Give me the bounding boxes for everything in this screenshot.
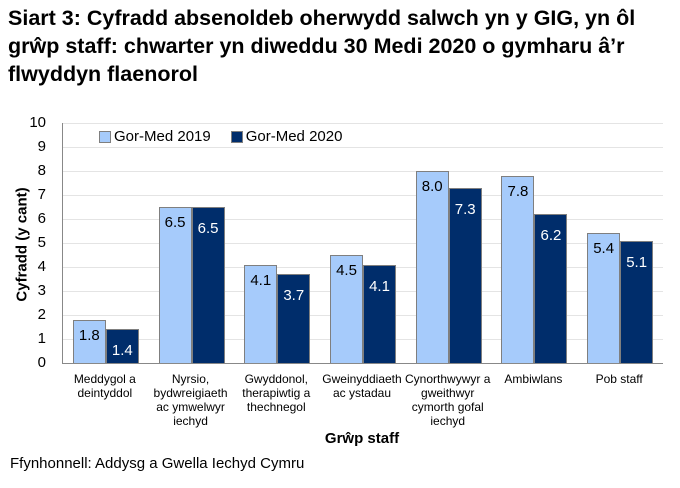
bar-value-label: 8.0: [421, 178, 443, 195]
bar-2019: 4.1: [244, 264, 278, 363]
y-tick-label: 0: [37, 354, 46, 371]
chart-title: Siart 3: Cyfradd absenoldeb oherwydd sal…: [8, 6, 636, 86]
y-tick-label: 6: [37, 210, 46, 227]
legend-item-2019: Gor-Med 2019: [99, 128, 211, 145]
y-tick-label: 9: [37, 138, 46, 155]
bar-value-label: 6.5: [164, 214, 186, 231]
y-tick-label: 7: [37, 186, 46, 203]
bar-2020: 6.2: [534, 214, 568, 363]
bar-value-label: 5.4: [593, 240, 615, 258]
gridline: [63, 195, 663, 196]
gridline: [63, 123, 663, 124]
x-axis-label: Grŵp staff: [324, 430, 400, 447]
bar-2019: 4.5: [330, 255, 363, 363]
bar-value-label: 4.1: [250, 271, 272, 289]
x-tick-label: Ambiwlans: [504, 372, 563, 386]
bar-value-label: 1.4: [111, 342, 133, 360]
plot-area: 1.8 1.4 6.5 6.5 4.1 3.7 4.5 4.1 8.0 7.3 7.8 6.2 5.4 5…: [62, 123, 663, 364]
x-tick-label: Cynorthwywyr a gweithwyr cymorth gofal i…: [405, 372, 491, 428]
legend-item-2020: Gor-Med 2020: [230, 128, 343, 145]
x-tick-label: Gwyddonol, therapiwtig a thechnegol: [242, 372, 311, 414]
bar-2019: 5.4: [587, 233, 621, 363]
x-tick-label: Pob staff: [595, 372, 643, 386]
gridline: [63, 147, 663, 148]
source-note: Ffynhonnell: Addysg a Gwella Iechyd Cymr…: [10, 455, 305, 472]
legend-label-2019: Gor-Med 2019: [114, 128, 211, 145]
bar-2019: 6.5: [158, 207, 192, 363]
bar-2019: 8.0: [415, 171, 449, 363]
x-tick-label: Gweinyddiaeth ac ystadau: [322, 372, 402, 400]
bar-2020: 3.7: [277, 274, 311, 363]
bar-value-label: 4.1: [369, 277, 390, 295]
bar-value-label: 7.3: [454, 200, 476, 218]
bar-2020: 1.4: [105, 329, 139, 363]
bar-value-label: 3.7: [283, 287, 305, 305]
legend-swatch-2019: [99, 130, 111, 143]
gridline: [63, 243, 663, 244]
bar-2019: 7.8: [501, 175, 535, 363]
y-tick-label: 4: [37, 258, 46, 275]
legend: Gor-Med 2019 Gor-Med 2020: [95, 128, 347, 145]
y-tick-label: 2: [37, 306, 46, 323]
bar-value-label: 6.2: [540, 227, 562, 245]
x-tick-label: Meddygol a deintyddol: [73, 372, 136, 400]
y-tick-label: 8: [37, 162, 46, 179]
bar-2020: 7.3: [448, 187, 482, 363]
gridline: [63, 219, 663, 220]
bar-2020: 5.1: [620, 240, 654, 363]
bar-2020: 6.5: [191, 207, 225, 363]
legend-label-2020: Gor-Med 2020: [245, 128, 343, 145]
bar-value-label: 1.8: [78, 326, 100, 344]
legend-swatch-2020: [230, 130, 243, 143]
bar-2020: 4.1: [363, 264, 396, 363]
bar-value-label: 4.5: [336, 262, 357, 279]
x-tick-label: Nyrsio, bydwreigiaeth ac ymwelwyr iechyd: [153, 372, 228, 428]
y-tick-label: 3: [37, 282, 46, 299]
y-tick-label: 1: [37, 330, 46, 347]
bar-value-label: 5.1: [626, 253, 648, 271]
bar-2019: 1.8: [72, 319, 106, 363]
gridline: [63, 171, 663, 172]
y-tick-label: 10: [29, 114, 46, 131]
bar-value-label: 7.8: [507, 182, 529, 200]
bar-value-label: 6.5: [197, 220, 219, 237]
y-tick-label: 5: [37, 234, 46, 251]
